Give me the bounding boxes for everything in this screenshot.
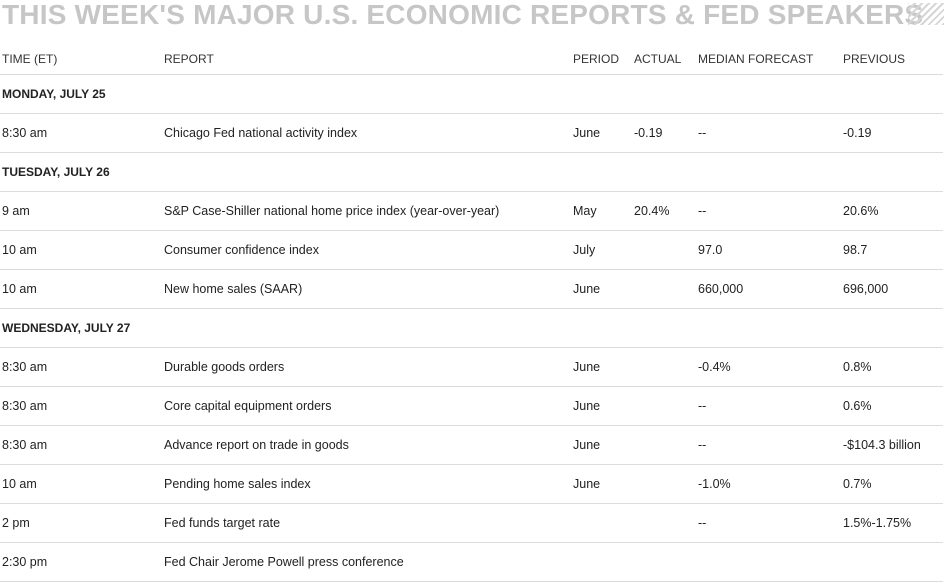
cell-previous: 98.7 [841,230,943,270]
table-row: 8:30 am Advance report on trade in goods… [0,425,943,465]
cell-median: -- [696,425,841,465]
cell-actual [632,386,696,426]
cell-period: June [571,464,632,504]
cell-period [571,503,632,543]
cell-time: 10 am [0,269,162,309]
table-row: 8:30 am Chicago Fed national activity in… [0,113,943,153]
cell-report: Advance report on trade in goods [162,425,571,465]
page-title: THIS WEEK'S MAJOR U.S. ECONOMIC REPORTS … [2,0,924,30]
day-label: WEDNESDAY, JULY 27 [0,308,943,348]
cell-actual [632,347,696,387]
cell-median: 660,000 [696,269,841,309]
cell-median: -- [696,191,841,231]
column-header-median-forecast: MEDIAN FORECAST [696,44,841,75]
column-header-previous: PREVIOUS [841,44,943,75]
cell-time: 8:30 am [0,113,162,153]
cell-period: June [571,347,632,387]
cell-actual [632,425,696,465]
cell-previous: 696,000 [841,269,943,309]
table-row: 8:30 am Durable goods orders June -0.4% … [0,347,943,387]
table-row: 10 am Consumer confidence index July 97.… [0,230,943,270]
table-row: 8:30 am Core capital equipment orders Ju… [0,386,943,426]
column-header-actual: ACTUAL [632,44,696,75]
cell-previous: 1.5%-1.75% [841,503,943,543]
table-row: 2:30 pm Fed Chair Jerome Powell press co… [0,542,943,582]
cell-period: June [571,425,632,465]
cell-report: Fed funds target rate [162,503,571,543]
table-row: 10 am New home sales (SAAR) June 660,000… [0,269,943,309]
cell-median: -- [696,386,841,426]
day-header-row: WEDNESDAY, JULY 27 [0,308,943,348]
cell-actual [632,230,696,270]
day-label: MONDAY, JULY 25 [0,74,943,114]
cell-period: June [571,269,632,309]
day-header-row: TUESDAY, JULY 26 [0,152,943,192]
cell-time: 2 pm [0,503,162,543]
cell-previous [841,542,943,582]
cell-period [571,542,632,582]
cell-time: 10 am [0,230,162,270]
table-row: 10 am Pending home sales index June -1.0… [0,464,943,504]
cell-previous: 0.6% [841,386,943,426]
column-header-time: TIME (ET) [0,44,162,75]
cell-actual [632,503,696,543]
cell-report: Chicago Fed national activity index [162,113,571,153]
cell-time: 2:30 pm [0,542,162,582]
cell-report: Fed Chair Jerome Powell press conference [162,542,571,582]
day-label: TUESDAY, JULY 26 [0,152,943,192]
economic-calendar-table: TIME (ET) REPORT PERIOD ACTUAL MEDIAN FO… [0,44,943,582]
cell-report: Pending home sales index [162,464,571,504]
cell-previous: 0.7% [841,464,943,504]
cell-actual [632,464,696,504]
cell-report: S&P Case-Shiller national home price ind… [162,191,571,231]
cell-period: June [571,386,632,426]
column-header-report: REPORT [162,44,571,75]
table-header-row: TIME (ET) REPORT PERIOD ACTUAL MEDIAN FO… [0,44,943,75]
cell-time: 9 am [0,191,162,231]
cell-time: 8:30 am [0,347,162,387]
cell-median: -- [696,503,841,543]
cell-previous: 0.8% [841,347,943,387]
cell-report: Core capital equipment orders [162,386,571,426]
cell-median [696,542,841,582]
cell-report: Durable goods orders [162,347,571,387]
day-header-row: MONDAY, JULY 25 [0,74,943,114]
column-header-period: PERIOD [571,44,632,75]
cell-actual: 20.4% [632,191,696,231]
cell-report: New home sales (SAAR) [162,269,571,309]
cell-actual [632,269,696,309]
cell-time: 8:30 am [0,425,162,465]
table-row: 9 am S&P Case-Shiller national home pric… [0,191,943,231]
table-row: 2 pm Fed funds target rate -- 1.5%-1.75% [0,503,943,543]
cell-median: -0.4% [696,347,841,387]
hatch-decoration-icon [908,3,944,25]
cell-report: Consumer confidence index [162,230,571,270]
cell-previous: -$104.3 billion [841,425,943,465]
cell-period: July [571,230,632,270]
table-body: MONDAY, JULY 25 8:30 am Chicago Fed nati… [0,74,943,582]
cell-median: -- [696,113,841,153]
cell-previous: 20.6% [841,191,943,231]
cell-period: June [571,113,632,153]
cell-median: -1.0% [696,464,841,504]
cell-actual: -0.19 [632,113,696,153]
cell-time: 10 am [0,464,162,504]
cell-previous: -0.19 [841,113,943,153]
cell-actual [632,542,696,582]
cell-period: May [571,191,632,231]
cell-median: 97.0 [696,230,841,270]
title-bar: THIS WEEK'S MAJOR U.S. ECONOMIC REPORTS … [0,0,946,32]
cell-time: 8:30 am [0,386,162,426]
